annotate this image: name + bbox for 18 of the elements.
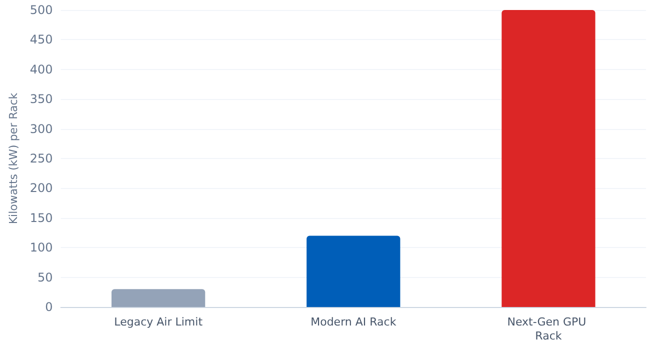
bar [306, 236, 400, 307]
y-tick-label: 500 [30, 3, 53, 17]
x-tick-label: Modern AI Rack [310, 316, 397, 328]
x-tick-label: Next-Gen GPU Rack [507, 316, 590, 342]
y-tick-label: 50 [38, 270, 53, 284]
y-tick-label: 100 [30, 240, 53, 255]
x-tick-label: Legacy Air Limit [114, 316, 204, 328]
y-tick-label: 400 [30, 62, 53, 76]
y-tick-label: 0 [45, 300, 53, 314]
bar [112, 289, 206, 307]
y-tick-label: 450 [30, 32, 53, 47]
y-tick-label: 250 [30, 152, 53, 166]
y-tick-label: 150 [30, 210, 53, 225]
y-tick-label: 350 [30, 92, 53, 106]
bar [502, 10, 596, 307]
y-axis-title: Kilowatts (kW) per Rack [7, 92, 20, 224]
y-tick-label: 200 [30, 181, 53, 196]
y-tick-label: 300 [30, 122, 53, 136]
